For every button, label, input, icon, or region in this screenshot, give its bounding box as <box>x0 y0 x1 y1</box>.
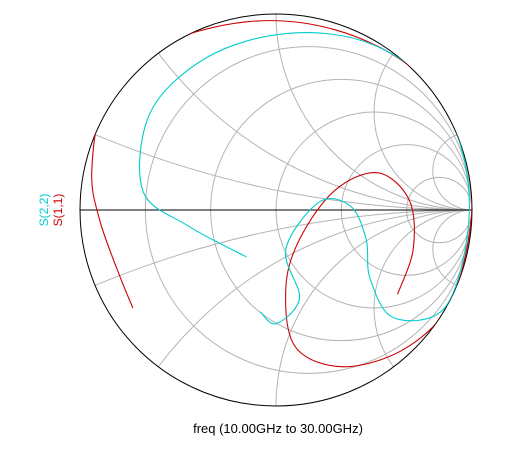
traces <box>91 20 472 368</box>
reactance-arc <box>80 14 472 211</box>
reactance-arc <box>373 14 472 211</box>
legend-entry-1: S(2,2) <box>37 194 51 227</box>
legend-entry-0: S(1,1) <box>51 194 65 227</box>
series-trace-0 <box>91 20 472 368</box>
reactance-arc <box>373 209 472 406</box>
reactance-arc <box>275 14 472 211</box>
series-trace-1 <box>139 32 470 325</box>
legend: S(1,1)S(2,2) <box>37 194 65 227</box>
x-axis-label: freq (10.00GHz to 30.00GHz) <box>193 421 363 436</box>
